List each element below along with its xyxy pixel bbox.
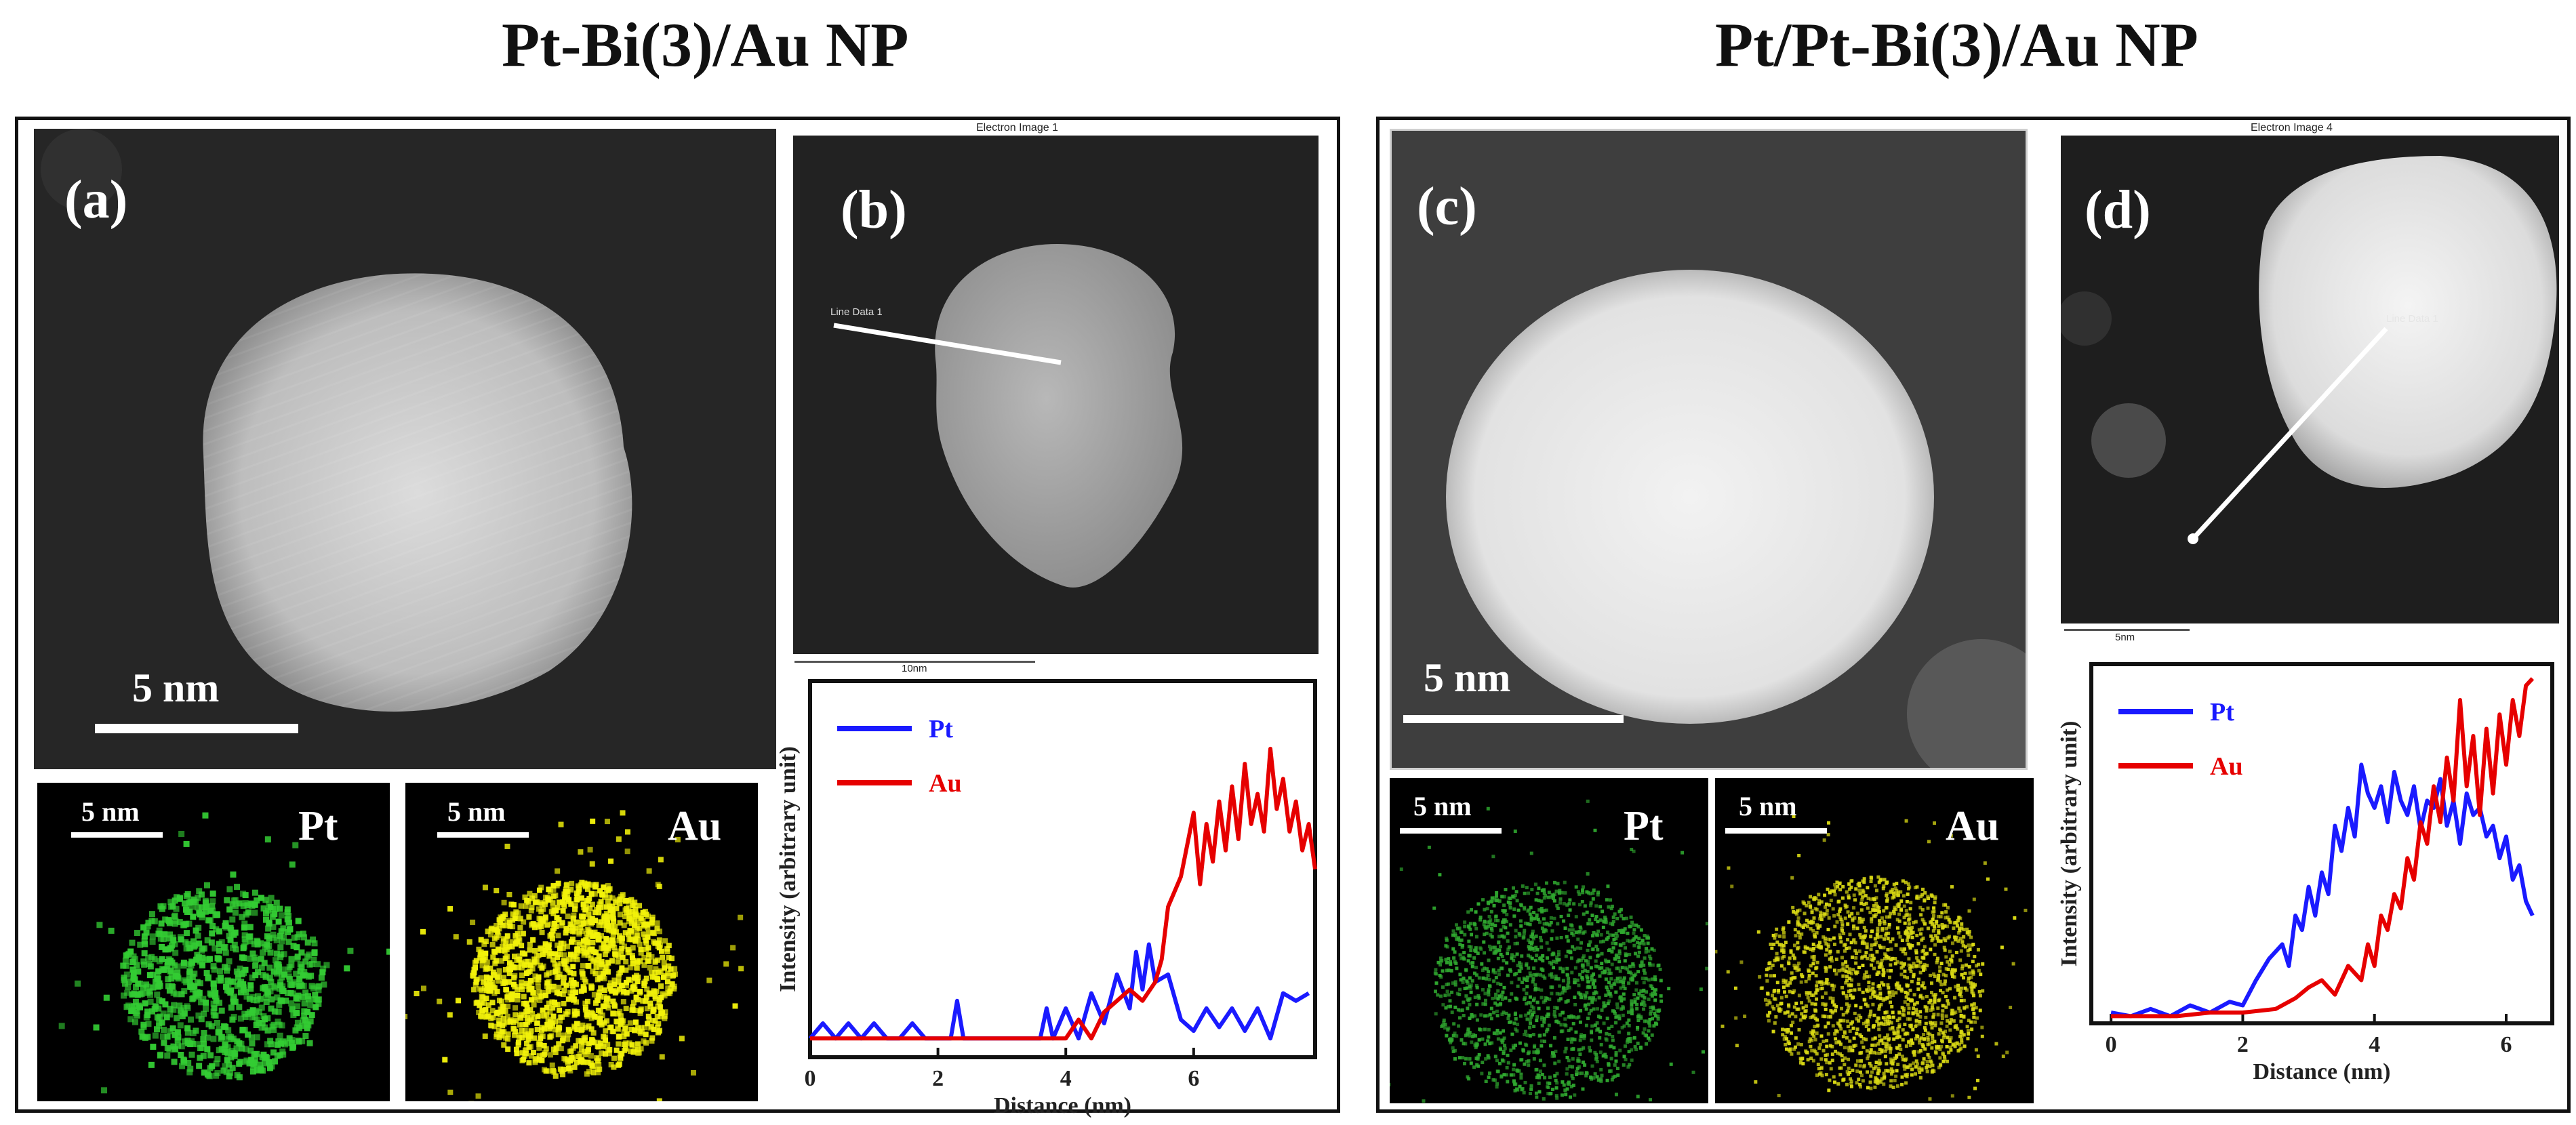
plot-frame [808,679,1317,1059]
x-tick-label-0: 0 [805,1066,816,1091]
line-data-label-b: Line Data 1 [830,306,883,318]
x-tick-label-2: 2 [2237,1032,2249,1057]
scale-bar-a [95,724,298,733]
panel-letter-c: (c) [1417,177,1477,237]
x-axis-label: Distance (nm) [2253,1059,2390,1084]
x-tick-label-6: 6 [1188,1066,1199,1091]
x-tick-label-6: 6 [2501,1032,2512,1057]
map-scale-bar-right-au [1725,828,1827,834]
heading-left: Pt-Bi(3)/Au NP [502,10,909,79]
line-scan-svg-d: 0 2 4 6 Distance (nm) Intensity (arbitrary un… [2057,662,2554,1084]
series-line-pt [808,942,1310,1041]
map-element-left-au: Au [668,803,722,849]
frame-right [1376,117,2571,1113]
map-scale-left-pt: 5 nm [81,796,140,827]
legend-label-au: Au [929,769,962,798]
map-element-right-pt: Pt [1624,803,1664,849]
eds-map-right-au [1715,778,2034,1103]
scale-bar-b [794,661,1035,663]
scale-label-b: 10nm [902,663,927,674]
x-tick-label-2: 2 [932,1066,944,1091]
scale-label-c: 5 nm [1424,655,1511,700]
map-element-right-au: Au [1946,803,2000,849]
map-scale-right-pt: 5 nm [1413,791,1472,821]
electron-image-b: Line Data 1 [793,136,1319,654]
legend-label-au: Au [2210,752,2243,781]
y-axis-label: Intensity (arbitrary unit) [2057,721,2082,967]
map-scale-left-au: 5 nm [447,796,506,827]
scale-bar-d [2064,629,2190,631]
electron-image-d: Line Data 1 [2061,136,2559,623]
heading-right: Pt/Pt-Bi(3)/Au NP [1715,10,2198,79]
plot-frame [2089,662,2554,1025]
map-element-left-pt: Pt [298,803,338,849]
legend-label-pt: Pt [929,715,953,743]
map-scale-bar-left-au [437,832,529,838]
y-axis-label: Intensity (arbitrary unit) [776,746,801,992]
legend-label-pt: Pt [2210,698,2234,727]
x-tick-label-4: 4 [2369,1032,2380,1057]
x-axis-label: Distance (nm) [994,1093,1131,1118]
caption-b: Electron Image 1 [976,122,1058,134]
line-scan-svg-b: 0 2 4 6 Distance (nm) Intensity (arbitrary un… [776,679,1317,1118]
x-tick-label-0: 0 [2106,1032,2117,1057]
scale-label-d: 5nm [2115,632,2135,643]
haadf-image-c [1390,129,2028,770]
eds-map-left-au [405,783,758,1101]
map-scale-bar-right-pt [1400,828,1502,834]
panel-letter-d: (d) [2085,180,2151,240]
frame-left [15,117,1340,1113]
x-tick-label-4: 4 [1060,1066,1072,1091]
series-line-au [2111,677,2535,1019]
series-line-au [810,746,1317,1041]
line-scan-chart-b: 0 2 4 6 Distance (nm) Intensity (arbitrary un… [763,671,1332,1118]
line-scan-chart-d: 0 2 4 6 Distance (nm) Intensity (arbitrary un… [2040,654,2569,1108]
map-scale-right-au: 5 nm [1739,791,1797,821]
caption-d: Electron Image 4 [2251,122,2333,134]
panel-letter-b: (b) [841,180,907,240]
line-data-label-d: Line Data 1 [2386,313,2438,325]
haadf-image-a [34,129,776,769]
panel-letter-a: (a) [64,170,128,230]
map-scale-bar-left-pt [71,832,163,838]
scale-label-a: 5 nm [132,666,220,710]
scale-bar-c [1403,715,1624,723]
